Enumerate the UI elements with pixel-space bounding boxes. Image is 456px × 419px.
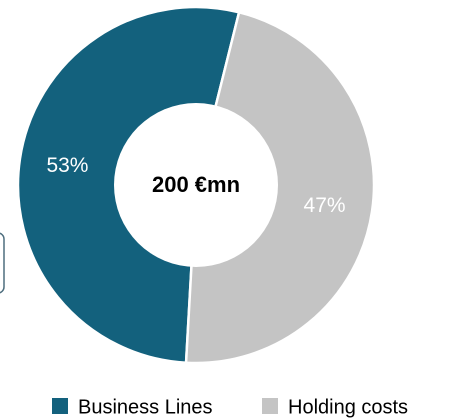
legend: Business Lines Holding costs bbox=[52, 396, 408, 418]
side-box-border bbox=[0, 232, 5, 294]
slice-holding-costs bbox=[184, 10, 376, 365]
legend-swatch-holding-costs bbox=[262, 398, 278, 414]
slice-label-holding-costs: 47% bbox=[304, 194, 346, 217]
donut-hole bbox=[114, 103, 278, 267]
legend-label-holding-costs: Holding costs bbox=[288, 396, 408, 418]
legend-label-business-lines: Business Lines bbox=[78, 396, 213, 418]
slice-label-business-lines: 53% bbox=[46, 154, 88, 177]
center-total-label: 200 €mn bbox=[152, 172, 240, 197]
legend-swatch-business-lines bbox=[52, 398, 68, 414]
slice-labels: 53% 47% bbox=[46, 154, 345, 217]
